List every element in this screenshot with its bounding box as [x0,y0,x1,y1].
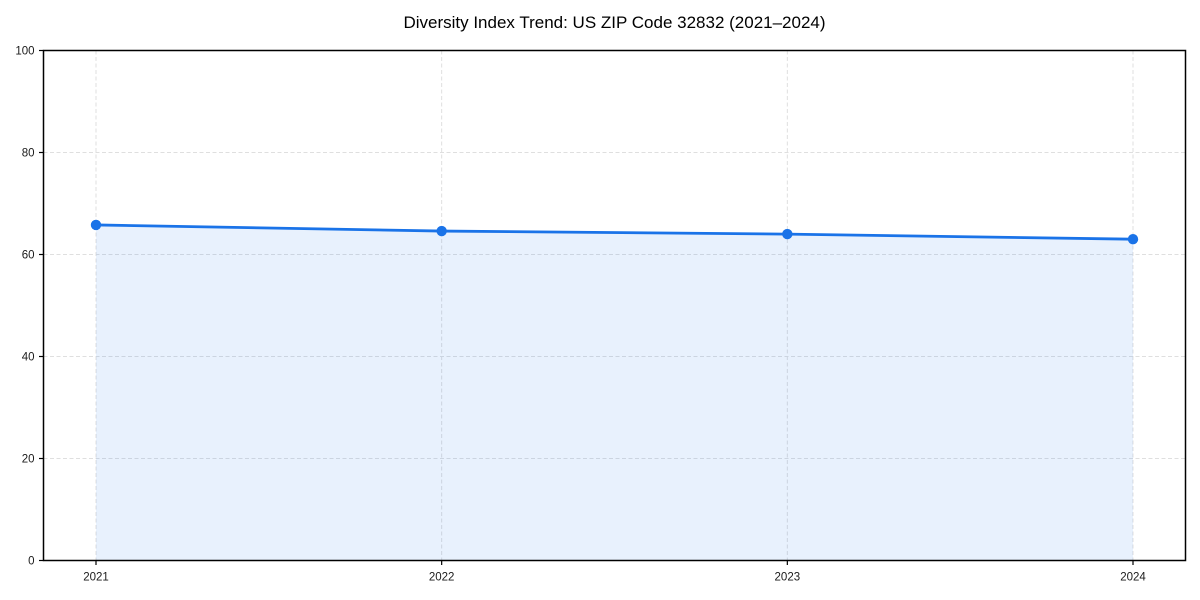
y-tick-label: 40 [22,352,35,364]
data-point-marker [782,228,793,240]
x-tick-label: 2021 [83,572,109,584]
data-point-marker [1127,234,1139,245]
data-point-marker [436,225,447,237]
y-tick-label: 0 [28,556,34,568]
trend-line [94,223,1135,241]
x-tick-label: 2022 [429,572,455,584]
y-tick-label: 100 [15,46,34,58]
y-tick-label: 80 [22,148,35,160]
x-tick-label: 2023 [775,572,801,584]
y-tick-label: 60 [22,250,35,262]
y-tick-label: 20 [22,454,35,466]
plot-border [42,49,1187,562]
x-tick-label: 2024 [1120,572,1146,584]
chart-title: Diversity Index Trend: US ZIP Code 32832… [403,13,826,32]
data-point-marker [90,219,102,231]
area-fill [96,224,1133,561]
